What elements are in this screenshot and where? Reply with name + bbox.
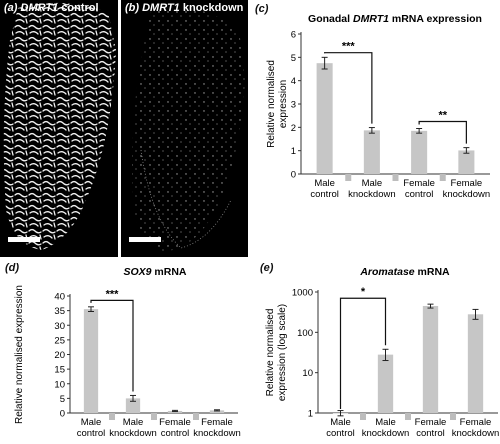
bar <box>332 413 349 414</box>
y-tick-label: 1 <box>291 146 296 157</box>
y-axis-label: Relative normalised expression <box>14 285 25 424</box>
panel-d-label: (d) <box>5 262 20 274</box>
y-tick-label: 1 <box>308 409 313 420</box>
y-tick-label: 1000 <box>292 288 313 299</box>
category-separator <box>439 174 446 181</box>
x-tick-label: knockdown <box>109 428 157 439</box>
category-separator <box>151 413 157 420</box>
x-tick-label: control <box>405 189 434 200</box>
bar <box>377 354 394 413</box>
x-tick-label: Male <box>123 417 144 428</box>
significance-bracket <box>324 52 373 124</box>
y-tick-label: 20 <box>54 350 65 361</box>
category-separator <box>193 413 199 420</box>
significance-label: *** <box>106 288 120 300</box>
x-tick-label: Male <box>330 417 351 428</box>
bar <box>209 410 225 413</box>
micrograph-control-image <box>3 2 116 250</box>
category-separator <box>345 174 352 181</box>
x-tick-label: Female <box>403 178 435 189</box>
panel-e-label: (e) <box>260 262 274 274</box>
y-tick-label: 35 <box>54 306 65 317</box>
y-tick-label: 2 <box>291 123 296 134</box>
x-tick-label: knockdown <box>193 428 241 439</box>
x-tick-label: knockdown <box>443 189 491 200</box>
y-tick-label: 100 <box>297 328 313 339</box>
x-tick-label: control <box>326 428 355 439</box>
bar <box>167 410 183 413</box>
bar <box>125 398 141 413</box>
bar <box>458 150 475 174</box>
y-tick-label: 40 <box>54 292 65 303</box>
category-separator <box>392 174 399 181</box>
y-axis-label: Relative normalisedexpression (log scale… <box>265 304 288 401</box>
x-tick-label: Female <box>415 417 447 428</box>
y-axis-label: Relative normalisedexpression <box>266 60 289 148</box>
y-tick-label: 6 <box>291 30 296 41</box>
y-tick-label: 3 <box>291 100 296 111</box>
significance-bracket <box>339 297 387 409</box>
bar <box>422 305 439 413</box>
y-tick-label: 15 <box>54 365 65 376</box>
panel-a-label: (a) DMRT1 control <box>4 2 99 14</box>
micrograph-knockdown-image <box>132 7 245 252</box>
bar <box>363 130 380 174</box>
y-tick-label: 30 <box>54 321 65 332</box>
x-tick-label: knockdown <box>362 428 410 439</box>
x-tick-label: Male <box>314 178 335 189</box>
y-tick-label: 10 <box>54 379 65 390</box>
x-tick-label: Male <box>81 417 102 428</box>
x-tick-label: Female <box>201 417 233 428</box>
y-tick-label: 0 <box>291 170 296 181</box>
x-tick-label: control <box>161 428 190 439</box>
bar <box>411 130 428 174</box>
x-tick-label: Female <box>460 417 492 428</box>
significance-bracket <box>418 120 467 144</box>
scale-bar <box>129 237 161 242</box>
x-tick-label: control <box>416 428 445 439</box>
significance-bracket <box>90 299 134 392</box>
bar <box>83 309 99 413</box>
panel-c-label: (c) <box>255 3 269 15</box>
chart-title: Aromatase mRNA <box>359 266 450 278</box>
category-separator <box>109 413 115 420</box>
x-tick-label: control <box>310 189 339 200</box>
panel-b-label: (b) DMRT1 knockdown <box>125 2 244 14</box>
micrograph-dmrt1-control: (a) DMRT1 control <box>0 0 118 257</box>
x-tick-label: Male <box>375 417 396 428</box>
x-tick-label: Male <box>362 178 383 189</box>
category-separator <box>360 413 366 420</box>
significance-label: * <box>361 286 366 298</box>
chart-title: Gonadal DMRT1 mRNA expression <box>308 13 482 25</box>
y-tick-label: 5 <box>291 53 296 64</box>
significance-label: ** <box>438 110 447 122</box>
bar <box>467 314 484 413</box>
x-tick-label: Female <box>451 178 483 189</box>
category-separator <box>405 413 411 420</box>
x-tick-label: knockdown <box>452 428 500 439</box>
y-tick-label: 0 <box>60 409 65 420</box>
scale-bar <box>8 237 40 242</box>
bar <box>316 63 333 174</box>
y-tick-label: 10 <box>302 368 313 379</box>
chart-title: SOX9 mRNA <box>123 266 186 278</box>
category-separator <box>450 413 456 420</box>
y-tick-label: 5 <box>60 394 65 405</box>
significance-label: *** <box>342 41 356 53</box>
y-tick-label: 25 <box>54 335 65 346</box>
x-tick-label: Female <box>159 417 191 428</box>
y-tick-label: 4 <box>291 76 296 87</box>
x-tick-label: control <box>77 428 106 439</box>
x-tick-label: knockdown <box>348 189 396 200</box>
micrograph-dmrt1-knockdown: (b) DMRT1 knockdown <box>121 0 248 257</box>
